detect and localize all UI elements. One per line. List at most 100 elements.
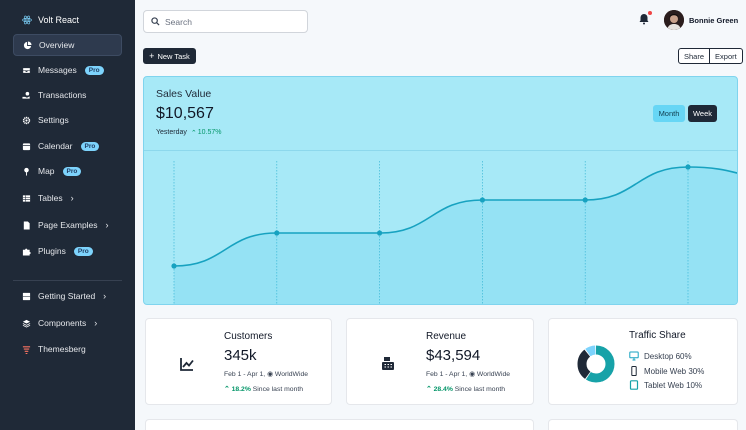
sidebar-item-label: Calendar — [38, 141, 73, 151]
revenue-card: Revenue $43,594 Feb 1 - Apr 1, ◉ WorldWi… — [346, 318, 534, 405]
sales-value: $10,567 — [156, 105, 214, 122]
arrow-up-icon: ⌃ — [426, 386, 432, 393]
pro-badge: Pro — [73, 246, 93, 256]
revenue-value: $43,594 — [426, 347, 481, 364]
react-logo-icon — [22, 15, 32, 25]
sidebar-item-label: Overview — [39, 40, 75, 50]
arrow-up-icon: ⌃ — [224, 386, 230, 393]
bottom-card-right — [548, 419, 738, 430]
revenue-title: Revenue — [426, 331, 467, 342]
customers-date: Feb 1 - Apr 1, ◉ WorldWide — [224, 370, 308, 378]
sidebar-item-label: Components — [38, 318, 87, 328]
sidebar-item-themesberg[interactable]: Themesberg — [13, 338, 122, 360]
new-task-label: New Task — [157, 51, 190, 61]
traffic-donut-chart — [577, 345, 615, 383]
chevron-right-icon: › — [94, 318, 98, 328]
traffic-label: Desktop 60% — [644, 351, 692, 361]
chart-point — [377, 230, 383, 236]
avatar[interactable] — [664, 10, 684, 30]
traffic-item-tablet: Tablet Web 10% — [629, 380, 702, 390]
search-input[interactable] — [165, 16, 295, 27]
themesberg-logo-icon — [22, 345, 31, 354]
traffic-label: Mobile Web 30% — [644, 366, 705, 376]
hand-coin-icon — [22, 91, 30, 99]
pro-badge: Pro — [80, 141, 100, 151]
pro-badge: Pro — [62, 166, 82, 176]
sidebar-item-overview[interactable]: Overview — [13, 34, 122, 56]
sales-title: Sales Value — [156, 88, 212, 100]
week-toggle[interactable]: Week — [688, 105, 717, 122]
chevron-right-icon: › — [103, 291, 107, 301]
sidebar-item-map[interactable]: Map Pro — [13, 160, 122, 182]
inbox-icon — [22, 67, 31, 73]
sales-change: Yesterday ⌃ 10.57% — [156, 129, 222, 137]
sidebar-item-label: Plugins — [38, 246, 66, 256]
book-icon — [22, 292, 31, 300]
sidebar-item-label: Map — [38, 166, 55, 176]
delta-text: Since last month — [454, 386, 506, 393]
export-button[interactable]: Export — [709, 49, 742, 63]
donut-slice — [577, 345, 615, 383]
chart-point — [274, 230, 280, 236]
month-toggle[interactable]: Month — [653, 105, 685, 122]
new-task-button[interactable]: + New Task — [143, 48, 196, 64]
customers-card: Customers 345k Feb 1 - Apr 1, ◉ WorldWid… — [145, 318, 332, 405]
sidebar-item-calendar[interactable]: Calendar Pro — [13, 135, 122, 157]
customers-delta: ⌃ 18.2% Since last month — [224, 385, 303, 393]
globe-icon: ◉ — [469, 371, 476, 378]
sales-line-chart — [171, 161, 737, 304]
puzzle-icon — [22, 248, 31, 256]
share-export-group: Share Export — [678, 48, 743, 64]
user-name[interactable]: Bonnie Green — [689, 16, 739, 25]
region: WorldWide — [274, 371, 309, 378]
plus-icon: + — [149, 51, 155, 61]
revenue-date: Feb 1 - Apr 1, ◉ WorldWide — [426, 370, 510, 378]
chart-point — [582, 197, 588, 203]
revenue-delta: ⌃ 28.4% Since last month — [426, 385, 505, 393]
sidebar-item-getting-started[interactable]: Getting Started › — [13, 285, 122, 307]
share-button[interactable]: Share — [684, 51, 705, 61]
sidebar-item-transactions[interactable]: Transactions — [13, 84, 122, 106]
chart-point — [171, 263, 177, 269]
change-value: 10.57% — [197, 129, 222, 136]
brand-name: Volt React — [38, 15, 80, 25]
sidebar-item-plugins[interactable]: Plugins Pro — [13, 240, 122, 262]
chevron-right-icon: › — [70, 193, 74, 203]
date-range: Feb 1 - Apr 1, — [426, 371, 468, 378]
sidebar-item-messages[interactable]: Messages Pro — [13, 59, 122, 81]
sidebar-item-label: Themesberg — [38, 344, 86, 354]
sidebar-item-label: Page Examples — [38, 220, 98, 230]
globe-icon: ◉ — [267, 371, 274, 378]
mobile-icon — [631, 366, 637, 376]
layers-icon — [22, 319, 31, 328]
chart-up-icon — [180, 358, 194, 371]
desktop-icon — [629, 351, 639, 361]
bell-icon[interactable] — [638, 13, 650, 25]
chart-point — [479, 197, 485, 203]
sidebar-item-components[interactable]: Components › — [13, 312, 122, 334]
delta-value: 28.4% — [433, 386, 453, 393]
delta-text: Since last month — [252, 386, 304, 393]
search-box[interactable] — [143, 10, 308, 33]
sidebar-item-page-examples[interactable]: Page Examples › — [13, 214, 122, 236]
traffic-item-mobile: Mobile Web 30% — [629, 366, 704, 376]
search-icon — [151, 17, 160, 26]
table-icon — [22, 194, 31, 202]
sidebar-item-label: Tables — [38, 193, 63, 203]
traffic-item-desktop: Desktop 60% — [629, 351, 692, 361]
chart-top-border — [144, 150, 737, 151]
map-pin-icon — [24, 167, 29, 176]
sales-value-card: Sales Value $10,567 Yesterday ⌃ 10.57% M… — [143, 76, 738, 305]
traffic-title: Traffic Share — [629, 330, 686, 341]
pie-chart-icon — [23, 40, 32, 49]
sidebar-item-settings[interactable]: Settings — [13, 109, 122, 131]
sidebar-item-tables[interactable]: Tables › — [13, 187, 122, 209]
document-icon — [23, 220, 30, 230]
calendar-icon — [22, 142, 31, 150]
region: WorldWide — [476, 371, 511, 378]
cash-register-icon — [382, 357, 394, 370]
brand[interactable]: Volt React — [22, 14, 79, 26]
sidebar-item-label: Getting Started — [38, 291, 96, 301]
user-photo — [664, 10, 684, 30]
date-range: Feb 1 - Apr 1, — [224, 371, 266, 378]
